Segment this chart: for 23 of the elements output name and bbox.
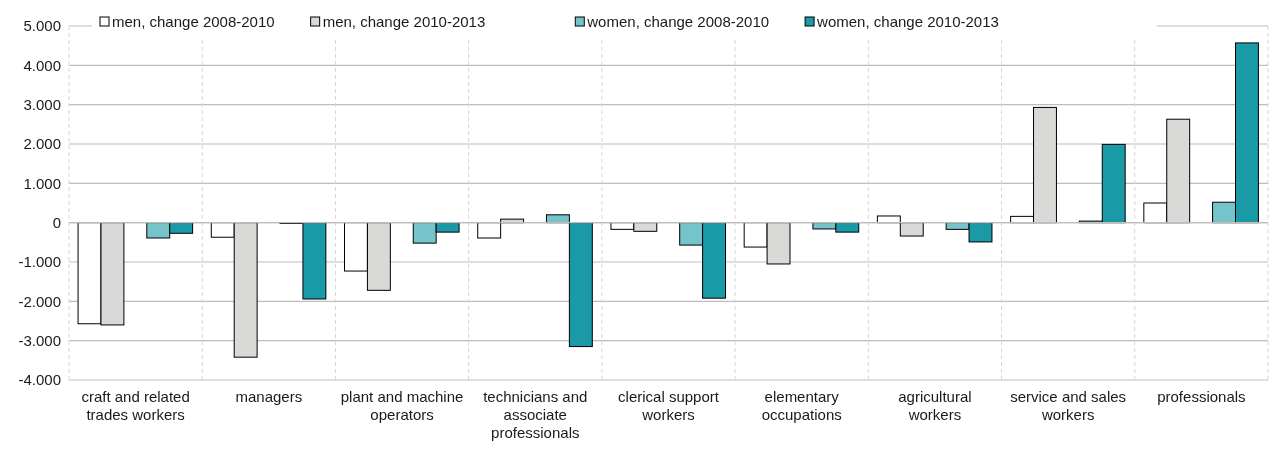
y-tick-label: 2.000 — [23, 135, 61, 153]
x-tick-label: elementary occupations — [761, 388, 842, 423]
x-tick-label: plant and machine operators — [340, 388, 464, 423]
y-tick-label: -4.000 — [18, 371, 61, 389]
x-tick-label: technicians and associate professionals — [483, 388, 588, 441]
legend-label: women, change 2008-2010 — [586, 13, 770, 30]
legend-label: men, change 2010-2013 — [322, 13, 486, 30]
legend-label: women, change 2010-2013 — [816, 13, 999, 30]
x-tick-label: clerical support workers — [618, 388, 720, 423]
y-tick-label: 1.000 — [23, 174, 61, 192]
y-tick-label: 5.000 — [23, 17, 61, 35]
y-tick-label: -2.000 — [18, 292, 61, 310]
y-tick-label: 0 — [52, 213, 61, 231]
x-tick-label: professionals — [1157, 388, 1246, 405]
x-tick-label: agricultural workers — [898, 388, 972, 423]
y-tick-label: -1.000 — [18, 253, 61, 271]
x-tick-label: craft and related trades workers — [81, 388, 190, 423]
x-tick-label: service and sales workers — [1010, 388, 1127, 423]
y-tick-label: 3.000 — [23, 95, 61, 113]
y-tick-label: -3.000 — [18, 331, 61, 349]
x-tick-label: managers — [235, 388, 303, 405]
y-tick-label: 4.000 — [23, 56, 61, 74]
legend-label: men, change 2008-2010 — [112, 13, 275, 30]
